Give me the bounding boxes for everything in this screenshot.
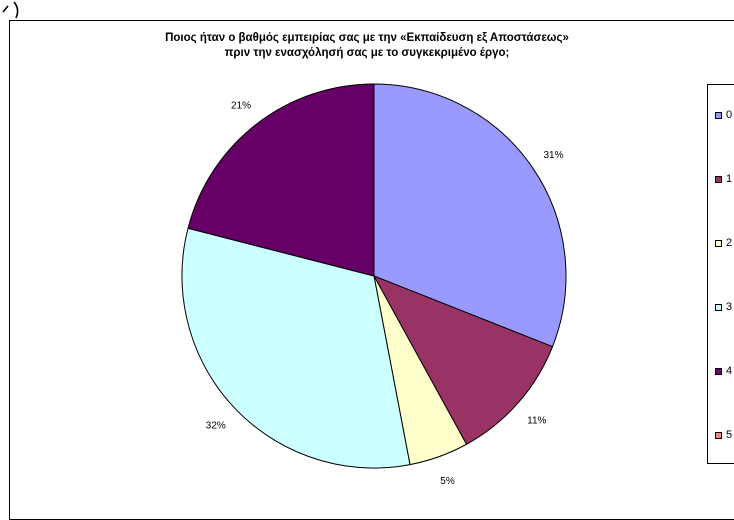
legend-swatch-5 <box>715 432 722 439</box>
legend-swatch-4 <box>715 368 722 375</box>
legend-label-1: 1 <box>726 173 733 185</box>
data-label-3: 32% <box>206 421 226 432</box>
legend-label-2: 2 <box>726 237 733 249</box>
legend-swatch-0 <box>715 112 722 119</box>
chart-title-line-2: πριν την ενασχόλησή σας με το συγκεκριμέ… <box>224 47 510 59</box>
data-label-2: 5% <box>440 476 455 487</box>
legend-label-3: 3 <box>726 301 733 313</box>
legend-swatch-3 <box>715 304 722 311</box>
pie-slice-1 <box>372 275 554 445</box>
pie-slice-0 <box>373 83 567 348</box>
chart-title: Ποιος ήταν ο βαθμός εμπειρίας σας με την… <box>0 31 734 61</box>
legend-swatch-1 <box>715 176 722 183</box>
data-label-4: 21% <box>231 101 251 112</box>
data-label-1: 11% <box>527 416 546 427</box>
pie-slice-4 <box>187 83 375 277</box>
pie-chart: 31% 11% 5% 32% 21% <box>181 83 567 487</box>
pie-slice-3 <box>181 227 411 469</box>
legend-swatch-2 <box>715 240 722 247</box>
data-label-0: 31% <box>543 150 563 161</box>
legend: 0 1 2 3 4 5 <box>707 84 734 464</box>
legend-label-4: 4 <box>726 365 733 377</box>
chart-title-line-1: Ποιος ήταν ο βαθμός εμπειρίας σας με την… <box>165 32 569 44</box>
corner-mark <box>2 1 19 19</box>
legend-label-5: 5 <box>726 429 733 441</box>
legend-label-0: 0 <box>726 109 733 121</box>
